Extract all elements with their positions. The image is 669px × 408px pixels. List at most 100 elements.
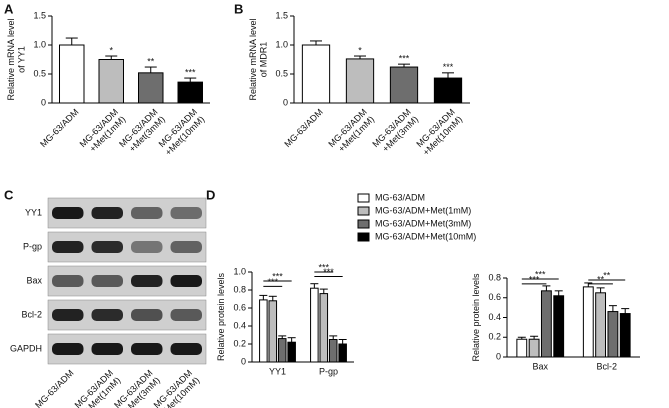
legend-swatch <box>357 232 370 242</box>
bar <box>345 58 375 104</box>
blot-band <box>91 207 123 219</box>
significance: *** <box>535 269 546 279</box>
legend-swatch <box>357 206 370 216</box>
protein-label: GAPDH <box>10 343 42 353</box>
x-tick-label: MG-63/ADM+Met(10mM) <box>156 107 207 158</box>
significance: *** <box>323 267 334 277</box>
bar <box>277 338 287 363</box>
y-axis-title-line: Relative protein levels <box>216 272 226 361</box>
y-axis-title: Relative mRNA levelof MDR1 <box>248 18 268 100</box>
bar <box>268 300 278 363</box>
bar <box>59 44 85 104</box>
y-tick-label: 0.5 <box>275 68 288 78</box>
bar <box>582 286 594 358</box>
y-tick-label: 0 <box>241 356 246 366</box>
lane-label-line: MG-63/ADM <box>33 368 75 408</box>
x-tick-label: MG-63/ADM+Met(1mM) <box>78 107 128 157</box>
y-axis-title: Relative mRNA levelof YY1 <box>6 18 26 100</box>
y-tick-label: 0 <box>283 97 288 107</box>
blot-band <box>131 309 163 321</box>
y-tick-label: 1.0 <box>33 39 46 49</box>
y-tick-label: 0 <box>496 351 501 361</box>
blot-band <box>131 207 163 219</box>
significance: *** <box>399 54 410 64</box>
blot-band <box>170 275 202 287</box>
protein-label: Bax <box>26 275 42 285</box>
significance: * <box>358 45 362 55</box>
legend-label: MG-63/ADM+Met(10mM) <box>375 231 476 241</box>
y-tick-label: 0.8 <box>488 272 501 282</box>
y-tick-label: 0.8 <box>233 284 246 294</box>
y-axis-title-line: Relative mRNA level <box>248 18 258 100</box>
x-tick-label: MG-63/ADM <box>283 107 325 149</box>
blot-band <box>52 343 84 355</box>
significance: ** <box>603 270 611 280</box>
bar <box>328 339 338 363</box>
significance: *** <box>319 262 330 272</box>
significance: *** <box>268 277 279 287</box>
panel-letter: D <box>206 187 215 202</box>
bar <box>138 72 164 104</box>
legend-label: MG-63/ADM+Met(3mM) <box>375 218 471 228</box>
bar <box>607 311 619 358</box>
blot-band <box>91 241 123 253</box>
bar <box>553 295 565 358</box>
y-tick-label: 0.6 <box>233 302 246 312</box>
significance: *** <box>272 271 283 281</box>
bar <box>389 66 419 104</box>
legend-swatch <box>357 193 370 203</box>
protein-label: P-gp <box>23 241 42 251</box>
y-axis-title-line: Relative mRNA level <box>6 18 16 100</box>
y-tick-label: 0.4 <box>488 312 501 322</box>
bar <box>619 313 631 358</box>
x-tick-label: MG-63/ADM+Met(10mM) <box>414 107 465 158</box>
x-tick-label: MG-63/ADM+Met(1mM) <box>327 107 377 157</box>
significance: *** <box>443 62 454 72</box>
panel-letter: C <box>4 187 14 202</box>
y-axis-title-line: of YY1 <box>17 46 27 73</box>
bar <box>177 81 203 104</box>
y-tick-label: 0.2 <box>233 338 246 348</box>
bar <box>338 343 347 363</box>
y-tick-label: 1.5 <box>275 10 288 20</box>
bar <box>319 293 329 363</box>
y-tick-label: 0 <box>41 97 46 107</box>
blot-band <box>91 343 123 355</box>
blot-band <box>91 309 123 321</box>
blot-band <box>131 275 163 287</box>
x-tick-label: MG-63/ADM <box>38 107 80 149</box>
y-tick-label: 1.5 <box>33 10 46 20</box>
blot-band <box>52 309 84 321</box>
bar <box>433 77 463 104</box>
significance: *** <box>185 67 196 77</box>
x-tick-label: YY1 <box>269 366 286 376</box>
bar <box>301 44 331 104</box>
x-tick-label: P-gp <box>319 366 338 376</box>
x-tick-label: MG-63/ADM+Met(3mM) <box>117 107 167 157</box>
y-tick-label: 0.5 <box>33 68 46 78</box>
significance: * <box>109 45 113 55</box>
blot-band <box>131 343 163 355</box>
bar <box>516 338 528 358</box>
x-tick-label: Bax <box>532 361 548 371</box>
lane-label: MG-63/ADM <box>33 368 75 408</box>
panel-letter: A <box>4 1 14 16</box>
legend-swatch <box>357 219 370 229</box>
x-tick-label: MG-63/ADM+Met(3mM) <box>371 107 421 157</box>
x-tick-label-line: MG-63/ADM <box>283 107 325 149</box>
protein-label: YY1 <box>25 207 42 217</box>
y-axis-title: Relative protein levels <box>216 272 226 361</box>
blot-band <box>170 207 202 219</box>
blot-band <box>170 343 202 355</box>
x-tick-label: Bcl-2 <box>596 361 617 371</box>
bar <box>595 292 607 358</box>
bar <box>528 338 540 358</box>
blot-band <box>170 241 202 253</box>
bar <box>98 59 124 104</box>
bar <box>540 290 552 358</box>
bar <box>259 299 268 363</box>
significance: *** <box>529 274 540 284</box>
blot-band <box>91 275 123 287</box>
y-axis-title-line: of MDR1 <box>259 42 269 78</box>
